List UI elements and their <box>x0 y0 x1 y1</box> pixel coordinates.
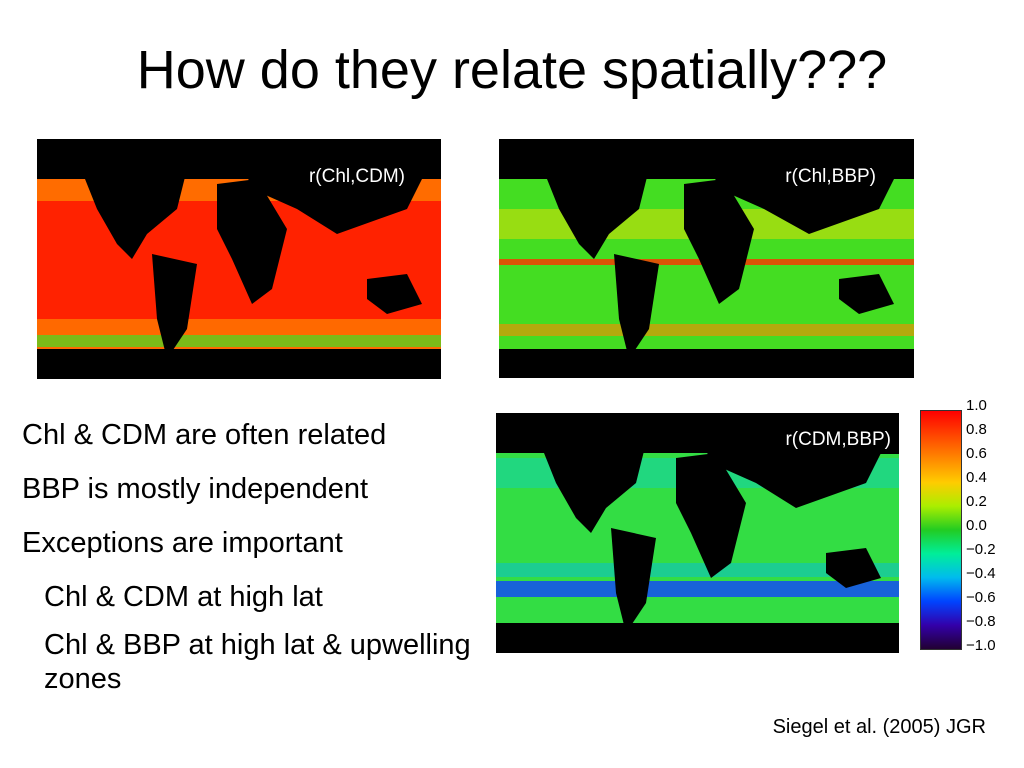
map-label-chl-cdm: r(Chl,CDM) <box>300 163 413 191</box>
map-cdm-bbp: r(CDM,BBP) <box>496 413 899 653</box>
world-map-chl-bbp <box>499 147 914 378</box>
bullet-item: Exceptions are important <box>22 527 343 559</box>
map-label-chl-bbp: r(Chl,BBP) <box>777 163 884 191</box>
bullet-item: BBP is mostly independent <box>22 473 369 505</box>
map-label-cdm-bbp: r(CDM,BBP) <box>777 426 899 454</box>
map-chl-cdm: r(Chl,CDM) <box>37 139 441 379</box>
colorbar-tick: 1.0 <box>966 397 987 414</box>
bullet-list: Chl & CDM are often related BBP is mostl… <box>22 418 492 716</box>
sub-bullet-item: Chl & BBP at high lat & upwelling zones <box>44 629 471 695</box>
colorbar-tick: 0.2 <box>966 493 987 510</box>
colorbar-tick: −0.2 <box>966 541 996 558</box>
colorbar-tick: −0.6 <box>966 589 996 606</box>
colorbar-tick: 0.8 <box>966 421 987 438</box>
colorbar-tick: 0.0 <box>966 517 987 534</box>
map-chl-bbp: r(Chl,BBP) <box>499 139 914 378</box>
colorbar <box>920 410 962 650</box>
colorbar-tick: 0.6 <box>966 445 987 462</box>
colorbar-tick: −1.0 <box>966 637 996 654</box>
colorbar-tick: −0.8 <box>966 613 996 630</box>
colorbar-tick: −0.4 <box>966 565 996 582</box>
bullet-item: Chl & CDM are often related <box>22 419 387 451</box>
world-map-chl-cdm <box>37 147 441 379</box>
slide-title: How do they relate spatially??? <box>136 40 888 100</box>
colorbar-tick: 0.4 <box>966 469 987 486</box>
sub-bullet-item: Chl & CDM at high lat <box>44 581 323 613</box>
citation: Siegel et al. (2005) JGR <box>772 716 986 738</box>
